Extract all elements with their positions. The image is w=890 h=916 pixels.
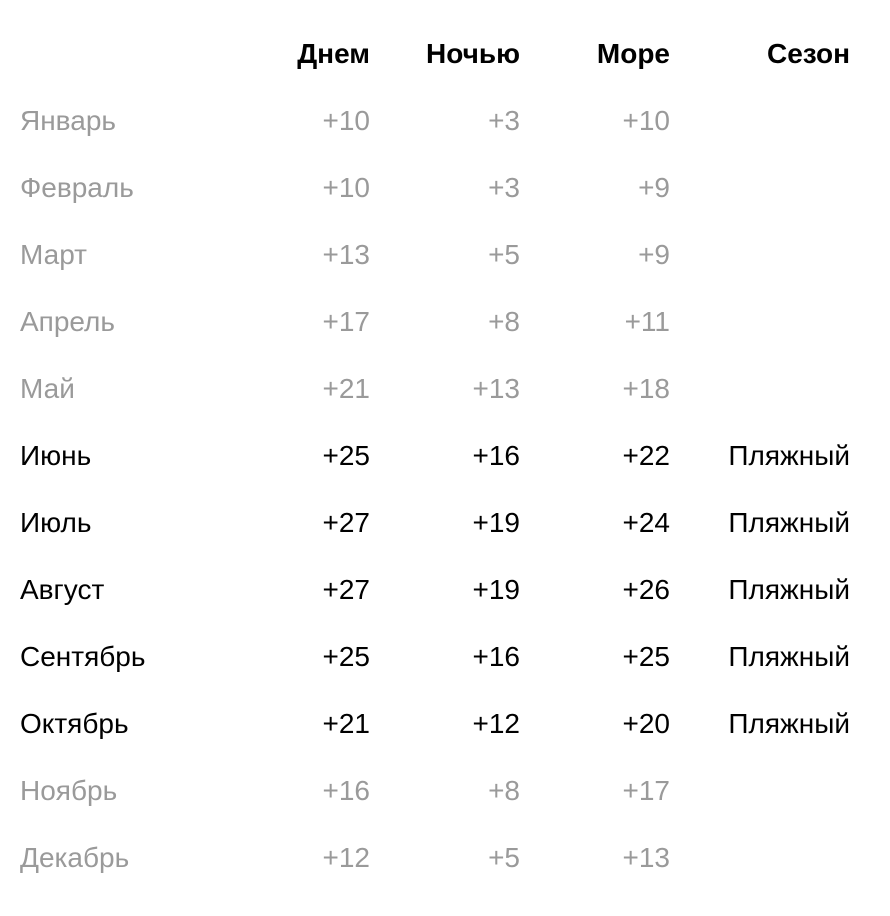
- cell-day: +25: [220, 439, 370, 473]
- cell-day: +25: [220, 640, 370, 674]
- table-body: Январь+10+3+10Февраль+10+3+9Март+13+5+9А…: [20, 87, 850, 891]
- table-row: Январь+10+3+10: [20, 87, 850, 154]
- cell-season: Пляжный: [670, 640, 850, 674]
- table-row: Июнь+25+16+22Пляжный: [20, 422, 850, 489]
- cell-day: +16: [220, 774, 370, 808]
- cell-sea: +17: [520, 774, 670, 808]
- cell-night: +19: [370, 573, 520, 607]
- cell-sea: +26: [520, 573, 670, 607]
- cell-day: +13: [220, 238, 370, 272]
- table-row: Ноябрь+16+8+17: [20, 757, 850, 824]
- header-night: Ночью: [370, 37, 520, 71]
- cell-night: +16: [370, 439, 520, 473]
- table-row: Сентябрь+25+16+25Пляжный: [20, 623, 850, 690]
- table-row: Апрель+17+8+11: [20, 288, 850, 355]
- cell-sea: +10: [520, 104, 670, 138]
- cell-season: Пляжный: [670, 439, 850, 473]
- cell-day: +21: [220, 372, 370, 406]
- cell-day: +21: [220, 707, 370, 741]
- cell-sea: +18: [520, 372, 670, 406]
- cell-night: +5: [370, 841, 520, 875]
- cell-season: Пляжный: [670, 506, 850, 540]
- table-row: Февраль+10+3+9: [20, 154, 850, 221]
- cell-sea: +9: [520, 238, 670, 272]
- cell-night: +5: [370, 238, 520, 272]
- table-row: Октябрь+21+12+20Пляжный: [20, 690, 850, 757]
- cell-night: +3: [370, 104, 520, 138]
- cell-month: Март: [20, 238, 220, 272]
- cell-night: +8: [370, 774, 520, 808]
- header-day: Днем: [220, 37, 370, 71]
- table-row: Июль+27+19+24Пляжный: [20, 489, 850, 556]
- cell-night: +16: [370, 640, 520, 674]
- cell-season: Пляжный: [670, 707, 850, 741]
- cell-sea: +24: [520, 506, 670, 540]
- cell-month: Февраль: [20, 171, 220, 205]
- table-row: Май+21+13+18: [20, 355, 850, 422]
- cell-month: Июль: [20, 506, 220, 540]
- cell-night: +3: [370, 171, 520, 205]
- cell-sea: +22: [520, 439, 670, 473]
- header-sea: Море: [520, 37, 670, 71]
- cell-sea: +11: [520, 305, 670, 339]
- cell-sea: +13: [520, 841, 670, 875]
- cell-month: Сентябрь: [20, 640, 220, 674]
- cell-sea: +25: [520, 640, 670, 674]
- cell-night: +19: [370, 506, 520, 540]
- cell-month: Январь: [20, 104, 220, 138]
- table-header-row: Днем Ночью Море Сезон: [20, 20, 850, 87]
- cell-sea: +9: [520, 171, 670, 205]
- cell-sea: +20: [520, 707, 670, 741]
- cell-day: +10: [220, 171, 370, 205]
- cell-night: +13: [370, 372, 520, 406]
- cell-night: +12: [370, 707, 520, 741]
- cell-month: Апрель: [20, 305, 220, 339]
- header-season: Сезон: [670, 37, 850, 71]
- cell-month: Ноябрь: [20, 774, 220, 808]
- table-row: Август+27+19+26Пляжный: [20, 556, 850, 623]
- cell-month: Октябрь: [20, 707, 220, 741]
- cell-day: +10: [220, 104, 370, 138]
- cell-day: +17: [220, 305, 370, 339]
- cell-month: Август: [20, 573, 220, 607]
- cell-month: Июнь: [20, 439, 220, 473]
- cell-month: Декабрь: [20, 841, 220, 875]
- cell-day: +12: [220, 841, 370, 875]
- table-row: Март+13+5+9: [20, 221, 850, 288]
- table-row: Декабрь+12+5+13: [20, 824, 850, 891]
- cell-night: +8: [370, 305, 520, 339]
- cell-day: +27: [220, 573, 370, 607]
- cell-season: Пляжный: [670, 573, 850, 607]
- cell-month: Май: [20, 372, 220, 406]
- weather-table: Днем Ночью Море Сезон Январь+10+3+10Февр…: [0, 0, 890, 916]
- cell-day: +27: [220, 506, 370, 540]
